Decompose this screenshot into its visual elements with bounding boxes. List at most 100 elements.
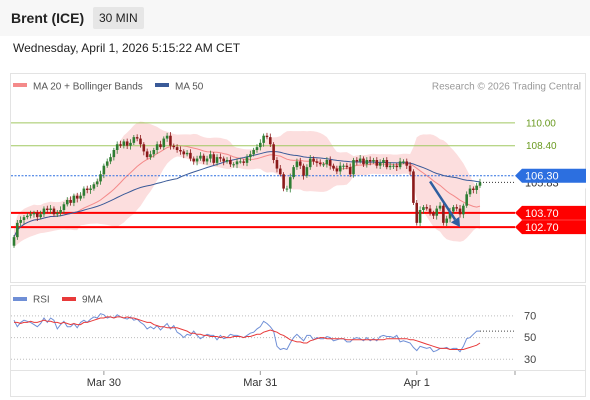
candle-101 bbox=[348, 163, 352, 177]
candle-96 bbox=[332, 163, 335, 171]
candle-40 bbox=[145, 148, 149, 160]
rsi-line bbox=[13, 313, 480, 353]
candle-82 bbox=[285, 185, 289, 192]
candle-24 bbox=[92, 182, 96, 191]
candle-70 bbox=[245, 154, 249, 167]
candle-85 bbox=[295, 158, 299, 170]
candle-16 bbox=[65, 197, 69, 207]
candle-80 bbox=[278, 165, 282, 177]
candle-106 bbox=[365, 157, 369, 168]
candle-37 bbox=[135, 134, 139, 142]
candle-55 bbox=[195, 155, 199, 166]
candle-41 bbox=[149, 150, 152, 160]
candle-120 bbox=[412, 169, 415, 205]
candle-77 bbox=[269, 133, 272, 147]
candle-111 bbox=[382, 157, 385, 167]
candle-112 bbox=[385, 157, 389, 170]
candle-44 bbox=[159, 140, 162, 150]
forecast-arrow-head bbox=[450, 216, 461, 228]
chart-header: Brent (ICE) 30 MIN bbox=[0, 0, 590, 36]
chart-datetime: Wednesday, April 1, 2026 5:15:22 AM CET bbox=[13, 41, 241, 55]
candle-90 bbox=[312, 156, 315, 165]
candle-92 bbox=[318, 159, 322, 167]
candle-19 bbox=[75, 192, 79, 203]
candle-93 bbox=[322, 162, 325, 167]
candle-116 bbox=[398, 157, 402, 170]
bb-legend-label: MA 20 + Bollinger Bands bbox=[33, 82, 143, 93]
candle-133 bbox=[455, 204, 458, 212]
rsi-legend-label: RSI bbox=[33, 295, 50, 306]
candle-28 bbox=[105, 158, 109, 168]
candle-78 bbox=[272, 142, 275, 164]
candle-53 bbox=[189, 149, 192, 162]
candle-12 bbox=[52, 206, 56, 217]
candle-107 bbox=[368, 156, 372, 166]
candle-13 bbox=[55, 210, 59, 217]
candle-0 bbox=[12, 235, 16, 248]
candle-56 bbox=[199, 152, 202, 161]
timeframe-badge[interactable]: 30 MIN bbox=[93, 7, 144, 29]
candle-7 bbox=[36, 210, 39, 221]
candle-31 bbox=[115, 141, 119, 154]
candle-110 bbox=[378, 159, 382, 169]
candle-27 bbox=[102, 163, 106, 179]
candle-89 bbox=[308, 155, 312, 170]
candle-98 bbox=[338, 162, 342, 175]
candle-25 bbox=[95, 178, 99, 187]
support-tag-2: 102.70 bbox=[515, 220, 586, 235]
candle-57 bbox=[202, 153, 206, 165]
candle-11 bbox=[49, 205, 52, 214]
candle-124 bbox=[425, 204, 429, 211]
candle-75 bbox=[262, 133, 265, 147]
candle-113 bbox=[388, 162, 392, 170]
bb-legend-swatch bbox=[13, 83, 27, 87]
candle-5 bbox=[29, 210, 32, 219]
candle-71 bbox=[249, 150, 252, 161]
candle-10 bbox=[45, 205, 49, 214]
instrument-title: Brent (ICE) bbox=[11, 10, 85, 26]
resistance-label-2: 108.40 bbox=[526, 141, 557, 152]
copyright-text: Research © 2026 Trading Central bbox=[432, 82, 581, 93]
rsi-lines: 70 50 30 bbox=[11, 310, 536, 366]
bollinger-bands bbox=[13, 121, 481, 248]
svg-text:Mar 31: Mar 31 bbox=[243, 377, 277, 389]
candle-35 bbox=[129, 139, 132, 150]
candle-18 bbox=[72, 193, 76, 207]
candle-94 bbox=[325, 157, 329, 168]
candle-14 bbox=[59, 206, 62, 217]
candle-138 bbox=[472, 186, 475, 194]
ma50-legend-swatch bbox=[155, 83, 169, 87]
candle-33 bbox=[122, 139, 126, 149]
x-axis-frame bbox=[10, 370, 586, 397]
x-tick-121: Apr 1 bbox=[404, 371, 430, 389]
candle-140 bbox=[478, 178, 482, 188]
candle-72 bbox=[252, 147, 255, 157]
support-tag-1: 103.70 bbox=[515, 205, 586, 220]
current-price-tag: 106.30 bbox=[515, 168, 586, 183]
candle-48 bbox=[172, 143, 176, 150]
candle-17 bbox=[69, 196, 72, 206]
candle-130 bbox=[445, 215, 449, 227]
candle-109 bbox=[375, 157, 379, 169]
candle-115 bbox=[395, 162, 399, 171]
candle-123 bbox=[422, 205, 425, 214]
rsi-ma-legend-label: 9MA bbox=[82, 295, 103, 306]
candle-88 bbox=[305, 164, 309, 178]
candle-68 bbox=[239, 157, 242, 164]
svg-text:106.30: 106.30 bbox=[525, 171, 559, 183]
candle-119 bbox=[408, 162, 412, 176]
candle-9 bbox=[42, 206, 46, 217]
candle-83 bbox=[288, 173, 292, 193]
candle-26 bbox=[99, 170, 102, 185]
candle-2 bbox=[19, 216, 22, 227]
candle-66 bbox=[232, 162, 235, 168]
resistance-label-1: 110.00 bbox=[526, 118, 556, 129]
rsi-tick-70: 70 bbox=[524, 310, 536, 322]
candle-32 bbox=[119, 140, 122, 148]
candle-132 bbox=[452, 205, 455, 214]
x-tick-74: Mar 31 bbox=[243, 371, 277, 389]
rsi-legend-swatch bbox=[13, 297, 27, 301]
candle-65 bbox=[229, 156, 232, 167]
